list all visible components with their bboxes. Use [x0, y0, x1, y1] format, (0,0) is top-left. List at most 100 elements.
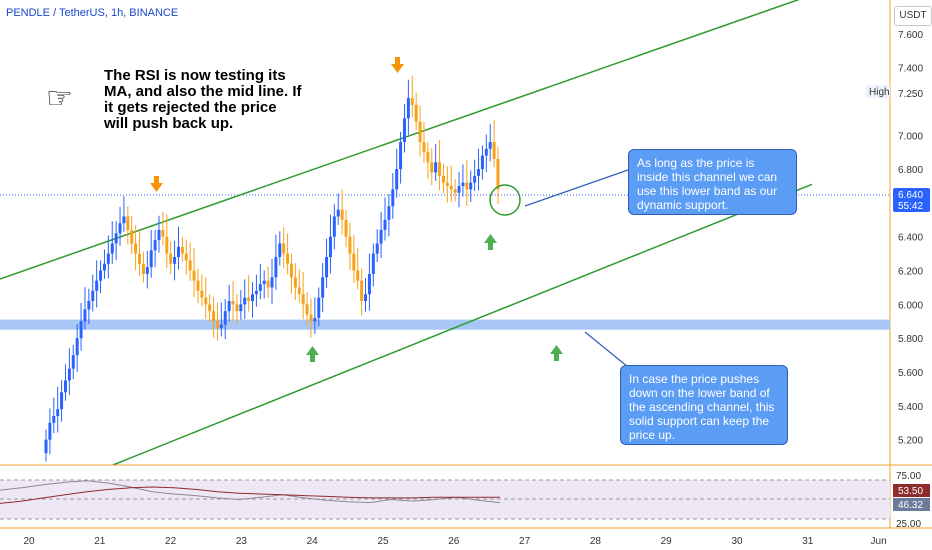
- arrow-up-icon: [550, 345, 563, 361]
- candle: [297, 287, 301, 295]
- candle: [465, 182, 469, 190]
- candle: [52, 415, 56, 423]
- candle: [348, 236, 352, 254]
- candle: [488, 142, 492, 149]
- rsi-ma-badge: [893, 484, 930, 497]
- candle: [496, 158, 500, 190]
- candle: [414, 104, 418, 122]
- candle: [410, 98, 414, 105]
- candle: [247, 297, 251, 301]
- candle: [48, 422, 52, 440]
- candle: [477, 169, 481, 176]
- candle: [387, 206, 391, 220]
- candle: [399, 142, 403, 170]
- high-label-box: [866, 85, 890, 98]
- candle: [227, 300, 231, 312]
- symbol-title: PENDLE / TetherUS, 1h, BINANCE: [6, 7, 179, 19]
- candle: [204, 297, 208, 305]
- price-tick-label: 5.400: [898, 402, 923, 413]
- currency-button[interactable]: USDT: [894, 6, 932, 26]
- candle: [282, 243, 286, 254]
- candle: [63, 380, 67, 393]
- price-axis[interactable]: 7.6007.4007.2507.0006.8006.6006.4006.200…: [898, 30, 923, 447]
- candle: [79, 321, 83, 339]
- candle: [87, 300, 91, 310]
- candle: [231, 300, 235, 305]
- candle: [200, 290, 204, 298]
- time-axis[interactable]: 20 21 22 23 24 25 26 27 28 29 30 31 Jun: [23, 536, 886, 547]
- price-tick-label: 6.400: [898, 233, 923, 244]
- rsi-line: [0, 480, 501, 504]
- callout-channel-text: As long as the price is inside this chan…: [637, 156, 778, 212]
- candle: [110, 243, 114, 254]
- candle: [122, 216, 126, 224]
- rsi-value-badge: [893, 498, 930, 511]
- candle: [317, 297, 321, 318]
- candle: [114, 233, 118, 244]
- pointing-hand-icon: ☞: [46, 82, 73, 115]
- candle: [130, 229, 134, 244]
- rsi-value: 46.32: [898, 500, 923, 511]
- candle: [305, 304, 309, 315]
- candle: [356, 270, 360, 281]
- support-zone: [0, 319, 890, 330]
- candle: [371, 253, 375, 274]
- time-tick-label: 30: [731, 536, 743, 547]
- price-tick-label: 7.600: [898, 30, 923, 41]
- current-price-badge: [893, 188, 930, 212]
- candle: [266, 280, 270, 288]
- candle: [278, 243, 282, 258]
- candle: [449, 186, 453, 190]
- candle: [258, 284, 262, 291]
- candle: [367, 273, 371, 295]
- time-tick-label: 21: [94, 536, 106, 547]
- candle: [313, 317, 317, 322]
- time-tick-label: 22: [165, 536, 177, 547]
- candle: [457, 186, 461, 193]
- price-tick-label: 7.000: [898, 131, 923, 142]
- candle: [184, 253, 188, 261]
- candle: [262, 280, 266, 285]
- candle: [126, 216, 130, 230]
- candle: [192, 270, 196, 281]
- high-label: High: [869, 87, 890, 98]
- candle: [461, 182, 465, 186]
- candle: [438, 162, 442, 176]
- candlestick-series: [44, 75, 500, 462]
- candle: [106, 253, 110, 264]
- candle: [251, 294, 255, 301]
- candle: [289, 263, 293, 278]
- candle: [141, 263, 145, 274]
- bar-countdown: 55:42: [898, 201, 923, 212]
- main-note: The RSI is now testing its MA, and also …: [104, 67, 302, 132]
- candle: [102, 263, 106, 271]
- time-tick-label: 23: [236, 536, 248, 547]
- time-tick-label: Jun: [871, 536, 887, 547]
- candle: [344, 219, 348, 237]
- current-price: 6.640: [898, 190, 923, 201]
- candle: [270, 277, 274, 288]
- candle: [169, 253, 173, 264]
- candle: [243, 297, 247, 305]
- candle: [375, 243, 379, 254]
- candle: [336, 209, 340, 217]
- candle: [75, 338, 79, 356]
- candle: [173, 257, 177, 264]
- price-tick-label: 5.600: [898, 368, 923, 379]
- candle: [145, 267, 149, 274]
- callout-line-channel: [524, 169, 629, 207]
- candle: [235, 304, 239, 312]
- candle: [480, 155, 484, 170]
- candle: [239, 304, 243, 312]
- candle: [402, 118, 406, 143]
- candle: [56, 409, 60, 416]
- candle: [212, 311, 216, 322]
- rsi-tick-lower: 25.00: [896, 519, 921, 530]
- candle: [484, 148, 488, 156]
- candle: [301, 294, 305, 305]
- candle: [67, 368, 71, 381]
- candle: [360, 280, 364, 301]
- candle: [441, 175, 445, 183]
- candle: [364, 294, 368, 301]
